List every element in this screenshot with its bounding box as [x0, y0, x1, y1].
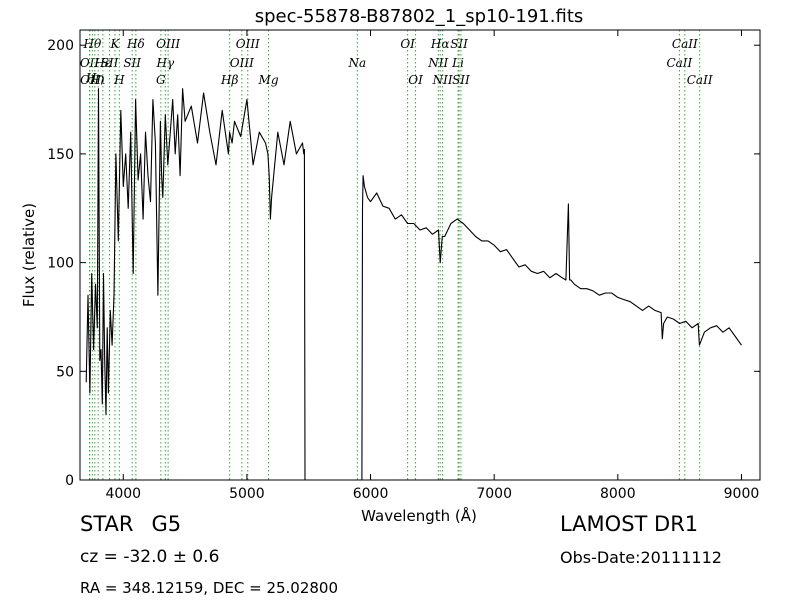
x-tick-label-5: 9000	[724, 486, 760, 502]
spectral-line-label-10: Hδ	[126, 37, 145, 51]
chart-title: spec-55878-B87802_1_sp10-191.fits	[255, 6, 584, 27]
object-class: STAR G5	[80, 512, 199, 536]
spectral-line-label-16: OIII	[236, 37, 260, 51]
y-axis-label: Flux (relative)	[20, 203, 38, 307]
spectral-line-label-18: Na	[347, 56, 366, 70]
x-axis: 4000 5000 6000 7000 8000 9000	[105, 30, 759, 502]
spectral-line-label-11: G	[156, 73, 166, 87]
spectral-line-label-4: Hι	[90, 73, 106, 87]
spectral-line-label-17: Mg	[258, 73, 279, 87]
spectral-line-label-14: Hβ	[220, 73, 238, 87]
y-tick-label-4: 200	[47, 38, 74, 54]
spectral-line-label-26: SII	[452, 73, 470, 87]
y-tick-label-3: 150	[47, 147, 74, 163]
y-tick-label-2: 100	[47, 256, 74, 272]
spectral-line-label-15: OIII	[230, 56, 254, 70]
plot-frame	[79, 29, 761, 481]
spectral-line-label-24: Li	[451, 56, 464, 70]
spectral-line-label-19: OI	[400, 37, 415, 51]
survey-name: LAMOST DR1	[560, 512, 699, 536]
spectral-line-label-9: SII	[123, 56, 141, 70]
series-line-0	[85, 88, 742, 481]
spectral-line-label-20: OI	[408, 73, 423, 87]
spectral-line-label-23: NII	[432, 73, 453, 87]
x-axis-label: Wavelength (Å)	[361, 506, 477, 525]
spectral-line-label-13: OIII	[156, 37, 180, 51]
x-tick-label-4: 8000	[600, 486, 636, 502]
x-tick-label-0: 4000	[105, 486, 141, 502]
spectral-line-label-25: SII	[450, 37, 468, 51]
spectral-line-label-28: CaII	[672, 37, 698, 51]
object-subclass: G5	[151, 512, 182, 536]
spectrum-series	[85, 88, 742, 481]
y-tick-label-0: 0	[65, 473, 74, 489]
x-tick-label-3: 7000	[476, 486, 512, 502]
spectral-line-label-6: SII	[101, 56, 119, 70]
spectral-line-markers: OIIOIIHθHηHιHεSIIKHSIIHδGHγOIIIHβOIIIOII…	[80, 30, 713, 480]
spectral-line-label-8: H	[113, 73, 125, 87]
spectral-line-label-5: Hε	[93, 56, 111, 70]
y-tick-label-1: 50	[56, 364, 74, 380]
spectral-line-label-21: NII	[427, 56, 448, 70]
spectral-line-label-27: CaII	[666, 56, 692, 70]
x-tick-label-2: 6000	[353, 486, 389, 502]
spectral-line-label-22: Hα	[430, 37, 450, 51]
spectral-line-label-2: Hθ	[83, 37, 102, 51]
spectral-line-label-12: Hγ	[155, 56, 174, 70]
spectral-line-label-3: Hη	[85, 71, 104, 85]
spectral-line-label-7: K	[110, 37, 121, 51]
x-tick-label-1: 5000	[229, 486, 265, 502]
redshift-cz: cz = -32.0 ± 0.6	[80, 547, 220, 567]
y-axis: 0 50 100 150 200	[47, 38, 760, 489]
object-class-type: STAR	[80, 512, 134, 536]
spectral-line-label-29: CaII	[687, 73, 713, 87]
coordinates-ra-dec: RA = 348.12159, DEC = 25.02800	[80, 579, 339, 597]
observation-date: Obs-Date:20111112	[560, 548, 722, 567]
